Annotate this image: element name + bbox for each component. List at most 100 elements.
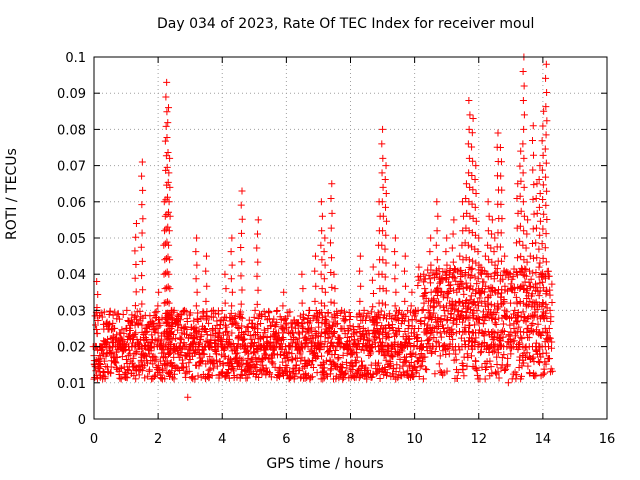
data-point [228,288,236,296]
data-point [311,334,319,342]
data-point [506,321,514,329]
data-point [184,393,192,401]
data-point [536,259,544,267]
data-point [238,314,246,322]
data-point [409,349,417,357]
data-point [429,304,437,312]
data-point [194,309,202,317]
data-point [327,269,335,277]
data-point [216,325,224,332]
data-point [414,282,422,290]
data-point [324,334,332,342]
data-point [527,312,535,320]
data-point [379,328,387,336]
data-point [517,177,525,185]
x-tick-label: 2 [154,432,162,447]
data-point [364,309,372,317]
data-point [515,323,523,331]
data-point [94,317,102,325]
data-point [321,338,329,346]
data-point [488,369,496,377]
data-point [346,315,354,323]
data-point [132,261,140,269]
data-point [475,234,483,242]
data-point [369,263,377,271]
data-point [501,306,509,314]
y-tick-label: 0.08 [57,123,86,138]
data-point [421,365,429,373]
data-point [538,137,546,145]
data-point [516,222,524,230]
data-point [465,299,473,307]
data-point [148,339,156,347]
data-point [331,285,339,293]
data-point [177,351,185,359]
data-point [435,360,443,368]
data-point [251,363,259,371]
data-point [149,360,157,368]
data-point [523,329,531,337]
data-point [500,267,508,275]
data-point [318,227,326,235]
data-point [318,352,326,360]
data-point [379,154,387,162]
data-point [496,243,504,251]
data-point [245,316,253,324]
y-tick-label: 0.04 [57,268,86,283]
data-point [263,334,271,342]
data-point [504,379,512,387]
data-point [539,122,547,130]
data-point [436,329,444,337]
data-point [431,370,439,378]
data-point [162,269,170,277]
data-point [128,317,136,325]
data-point [183,315,191,323]
data-point [499,320,507,328]
data-point [339,375,347,383]
data-point [318,308,326,316]
data-point [168,315,176,323]
data-point [385,334,393,342]
data-point [531,299,539,307]
data-point [471,203,479,211]
data-point [539,298,547,306]
data-point [539,225,547,233]
data-point [530,151,538,159]
data-point [172,334,180,342]
data-point [474,248,482,256]
data-point [318,285,326,293]
data-point [157,374,165,382]
data-point [515,364,523,372]
data-point [481,375,489,383]
data-point [378,241,386,249]
data-point [404,339,412,347]
data-point [166,256,174,264]
data-point [516,237,524,245]
data-point [546,368,554,376]
data-point [315,323,323,331]
data-point [138,367,146,375]
data-point [253,244,261,252]
data-point [469,286,477,294]
data-point [254,258,262,266]
y-tick-label: 0.03 [57,304,86,319]
data-point [545,325,553,332]
data-point [183,325,191,333]
data-point [378,140,386,148]
data-point [327,366,335,374]
data-point [321,288,329,296]
data-point [532,224,540,232]
data-point [166,183,174,191]
data-point [516,192,524,200]
data-point [322,315,330,323]
data-point [465,154,473,162]
data-point [93,330,101,338]
data-point [114,310,122,318]
data-point [536,287,544,295]
x-axis-label-text: GPS time / hours [266,456,384,472]
data-point [193,261,201,269]
data-point [117,375,125,383]
data-point [458,270,466,278]
data-point [137,350,145,358]
data-point [129,354,137,362]
